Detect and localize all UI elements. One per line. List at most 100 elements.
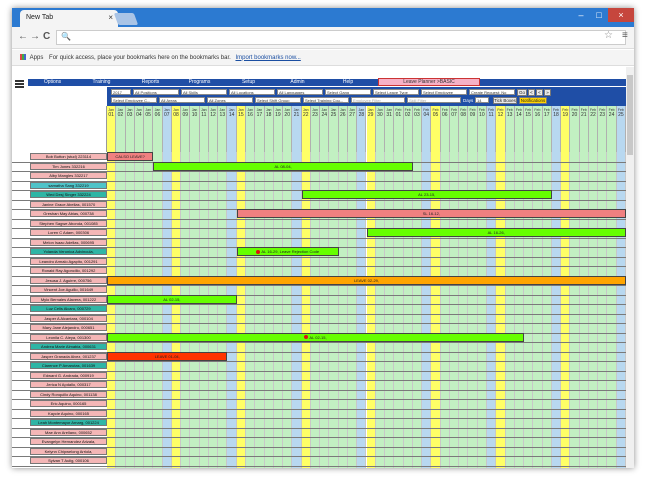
day-column[interactable] xyxy=(181,152,191,468)
reload-icon[interactable]: C xyxy=(43,31,51,42)
skills-select[interactable]: All Skills xyxy=(181,89,227,95)
employee-name[interactable]: Mae Ann Arellano, 000652 xyxy=(30,428,107,436)
nav-item-options[interactable]: Options xyxy=(43,79,62,85)
day-column[interactable] xyxy=(366,152,376,468)
apps-icon[interactable] xyxy=(20,54,26,60)
day-column[interactable] xyxy=(524,152,534,468)
day-column[interactable] xyxy=(190,152,200,468)
employee-category-select[interactable]: Select Employee C... xyxy=(111,97,157,103)
employee-name[interactable]: Jasper A Alcantara, 000104 xyxy=(30,314,107,322)
day-column[interactable] xyxy=(144,152,154,468)
gang-select[interactable]: Select Gang xyxy=(325,89,371,95)
day-column[interactable] xyxy=(273,152,284,468)
employee-name[interactable]: Alby Mangles 332217 xyxy=(30,172,107,179)
employee-name[interactable]: Leandro Armalo Agapito, 001291 xyxy=(30,257,107,265)
employee-name[interactable]: Clarence P Amarutas, 001639 xyxy=(30,362,107,369)
leave-bar[interactable]: LEAVE 02-29, xyxy=(107,275,626,285)
employee-name[interactable]: Stephen Sagwe Abonda, 001085 xyxy=(30,219,107,227)
day-column[interactable] xyxy=(542,152,552,468)
day-column[interactable] xyxy=(505,152,515,468)
areas-select[interactable]: All Areas xyxy=(159,97,205,103)
day-column[interactable] xyxy=(412,152,423,468)
leave-bar[interactable]: AL 02-15, xyxy=(107,332,525,342)
employee-name[interactable]: Jesusa J. Aguirre, 000756 xyxy=(30,276,107,284)
day-column[interactable] xyxy=(588,152,599,468)
day-column[interactable] xyxy=(329,152,339,468)
day-column[interactable] xyxy=(347,152,358,468)
day-column[interactable] xyxy=(579,152,589,468)
leave-bar[interactable]: AL 23-15, xyxy=(301,190,552,199)
employee-name[interactable]: Greshan May Abias, 000738 xyxy=(30,210,107,217)
day-column[interactable] xyxy=(125,152,135,468)
employee-name[interactable]: Melon Isaac Adellas, 000695 xyxy=(30,238,107,246)
employee-select[interactable]: Select Employee xyxy=(421,89,467,95)
nav-item-training[interactable]: Training xyxy=(92,79,111,85)
maximize-icon[interactable]: □ xyxy=(596,10,602,20)
leave-bar[interactable]: AL 08-04, xyxy=(153,161,413,171)
employee-name[interactable]: Loren C Adam, 000306 xyxy=(30,229,107,236)
employee-name[interactable]: Edward G. Andrada, 000919 xyxy=(30,371,107,379)
employee-name[interactable]: Cindy Ronquillo Aquino, 001138 xyxy=(30,390,107,398)
day-column[interactable] xyxy=(477,152,487,468)
day-column[interactable] xyxy=(431,152,441,468)
day-column[interactable] xyxy=(162,152,172,468)
nav-item-programs[interactable]: Programs xyxy=(188,79,211,85)
employee-name[interactable]: Andrea Marie Almabia, 000631 xyxy=(30,343,107,350)
day-column[interactable] xyxy=(570,152,580,468)
employee-name[interactable]: Janine Grace Abellas, 001570 xyxy=(30,200,107,208)
day-column[interactable] xyxy=(496,152,506,468)
hamburger-icon[interactable] xyxy=(15,80,24,88)
day-column[interactable] xyxy=(459,152,469,468)
day-column[interactable] xyxy=(561,152,571,468)
day-column[interactable] xyxy=(171,152,182,468)
back-icon[interactable]: ← xyxy=(18,31,28,42)
prev2-button[interactable]: < xyxy=(536,89,543,96)
day-column[interactable] xyxy=(357,152,367,468)
day-column[interactable] xyxy=(227,152,237,468)
day-column[interactable] xyxy=(598,152,608,468)
day-column[interactable] xyxy=(208,152,219,468)
day-column[interactable] xyxy=(199,152,209,468)
day-column[interactable] xyxy=(514,152,525,468)
day-column[interactable] xyxy=(107,152,117,468)
minimize-icon[interactable]: – xyxy=(578,10,584,20)
leave-planner-tab[interactable]: Leave Planner >BASIC xyxy=(378,78,480,86)
employee-name[interactable]: Kaycie Aquino, 000165 xyxy=(30,409,107,417)
day-column[interactable] xyxy=(607,152,617,468)
leave-bar[interactable]: AL 16-26, xyxy=(366,228,626,237)
locations-select[interactable]: All Locations xyxy=(229,89,275,95)
employee-name[interactable]: samatha Sang 332219 xyxy=(30,181,107,189)
employee-name[interactable]: Tim Jones 332216 xyxy=(30,162,107,170)
day-column[interactable] xyxy=(292,152,302,468)
day-column[interactable] xyxy=(116,152,126,468)
employee-name[interactable]: Jerica N Apdallo, 000317 xyxy=(30,381,107,388)
employee-name[interactable]: Bob Button (stud) 223114 xyxy=(30,153,107,160)
create-request-select[interactable]: Create Request: No xyxy=(469,89,515,95)
nav-item-help[interactable]: Help xyxy=(342,79,354,85)
employee-filter-input[interactable]: Employee Filter xyxy=(351,97,405,103)
vertical-scrollbar[interactable] xyxy=(626,67,634,468)
day-column[interactable] xyxy=(264,152,274,468)
nav-item-reports[interactable]: Reports xyxy=(141,79,160,85)
day-column[interactable] xyxy=(422,152,432,468)
day-column[interactable] xyxy=(385,152,395,468)
star-icon[interactable]: ☆ xyxy=(604,30,613,41)
new-tab-button[interactable] xyxy=(113,13,139,25)
day-column[interactable] xyxy=(255,152,265,468)
employee-name[interactable]: Ronald Ray Agoncillo, 001292 xyxy=(30,267,107,274)
day-column[interactable] xyxy=(440,152,450,468)
day-column[interactable] xyxy=(301,152,311,468)
forward-icon[interactable]: → xyxy=(30,31,40,42)
nav-item-setup[interactable]: Setup xyxy=(241,79,256,85)
shift-group-select[interactable]: Select Shift Group xyxy=(255,97,301,103)
day-column[interactable] xyxy=(616,152,626,468)
day-column[interactable] xyxy=(449,152,460,468)
employee-name[interactable]: Mary Jane Alejandro, 000651 xyxy=(30,324,107,331)
apps-label[interactable]: Apps xyxy=(29,54,44,61)
day-column[interactable] xyxy=(218,152,228,468)
go-button[interactable]: Go xyxy=(517,89,527,96)
days-input[interactable]: 14 xyxy=(475,97,489,103)
employee-name[interactable]: Kelynn Chipwelong Arriola, xyxy=(30,447,107,455)
next-button[interactable]: » xyxy=(544,89,551,96)
day-column[interactable] xyxy=(134,152,145,468)
